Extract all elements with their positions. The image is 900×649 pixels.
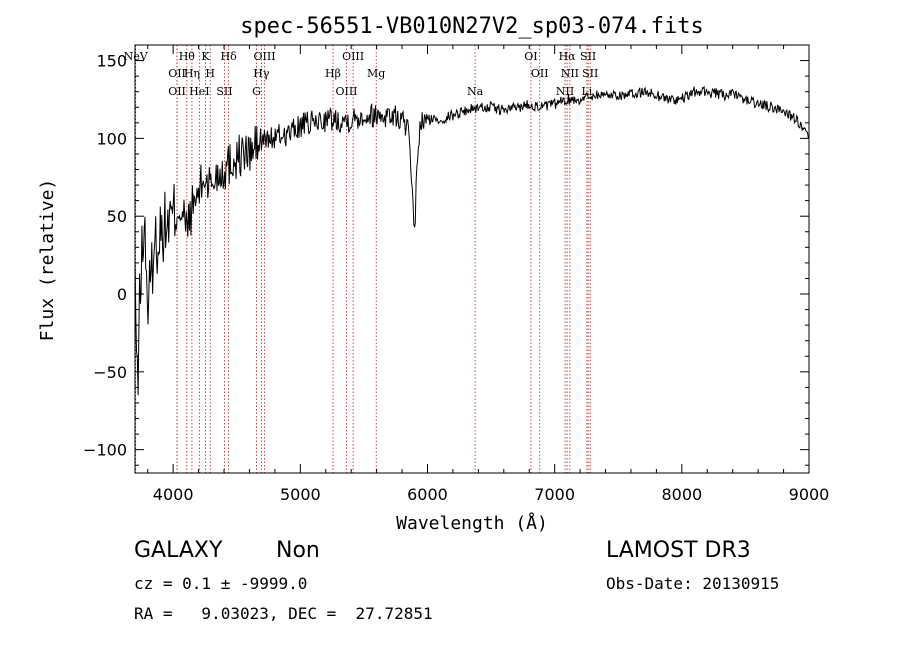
line-marker-label: SII — [216, 85, 232, 98]
y-axis-ticks: −100 −50 0 50 100 150 — [83, 44, 809, 466]
object-class: GALAXY — [134, 538, 223, 563]
x-tick-label: 9000 — [789, 485, 830, 504]
line-marker-label: Hδ — [221, 50, 238, 63]
line-marker-label: OI — [524, 50, 537, 63]
y-tick-label: 100 — [96, 129, 127, 148]
y-tick-label: 50 — [107, 207, 127, 226]
object-subclass: Non — [276, 538, 320, 563]
line-marker-label: NII — [561, 67, 579, 80]
line-marker-label: SII — [582, 67, 598, 80]
x-axis-ticks: 4000 5000 6000 7000 8000 9000 — [147, 45, 830, 504]
line-marker-label: Hα — [559, 50, 577, 63]
line-marker-label: Hβ — [325, 67, 341, 80]
obs-date-line: Obs-Date: 20130915 — [606, 574, 780, 593]
spectrum-chart: spec-56551-VB010N27V2_sp03-074.fits NeV O… — [37, 14, 830, 534]
redshift-line: cz = 0.1 ± -9999.0 — [134, 574, 308, 593]
x-tick-label: 5000 — [280, 485, 321, 504]
line-marker-label: OIII — [254, 50, 276, 63]
x-tick-label: 8000 — [661, 485, 702, 504]
x-tick-label: 7000 — [534, 485, 575, 504]
chart-title: spec-56551-VB010N27V2_sp03-074.fits — [240, 14, 704, 39]
y-tick-label: 150 — [96, 52, 127, 71]
x-tick-label: 6000 — [407, 485, 448, 504]
y-tick-label: 0 — [117, 285, 127, 304]
plot-frame — [134, 44, 810, 474]
y-tick-label: −100 — [83, 441, 127, 460]
line-marker-label: OII — [531, 67, 549, 80]
line-marker-label: Hγ — [253, 67, 270, 80]
line-marker-label: OIII — [335, 85, 357, 98]
line-marker-label: Hθ — [179, 50, 196, 63]
line-marker-label: Mg — [367, 67, 385, 80]
line-marker-label: Hη — [184, 67, 200, 80]
line-marker-label: K — [201, 50, 210, 63]
y-tick-label: −50 — [93, 363, 127, 382]
line-marker-label: SII — [580, 50, 596, 63]
emission-line-labels: NeVOIIOIIHθHηHeIKHSIIHδHγGOIIIHβOIIIOIII… — [124, 50, 599, 98]
coords-line: RA = 9.03023, DEC = 27.72851 — [134, 604, 433, 623]
y-axis-label: Flux (relative) — [37, 179, 58, 342]
line-marker-label: HeI — [189, 85, 209, 98]
line-marker-label: Na — [467, 85, 484, 98]
line-marker-label: NII — [556, 85, 574, 98]
line-marker-label: Li — [581, 85, 592, 98]
x-tick-label: 4000 — [153, 485, 194, 504]
line-marker-label: H — [205, 67, 215, 80]
line-marker-label: OII — [168, 67, 186, 80]
flux-series-line — [134, 85, 810, 396]
line-marker-label: NeV — [124, 50, 149, 63]
line-marker-label: G — [252, 85, 261, 98]
survey-name: LAMOST DR3 — [606, 538, 751, 563]
line-marker-label: OIII — [342, 50, 364, 63]
line-marker-label: OII — [168, 85, 186, 98]
x-axis-label: Wavelength (Å) — [396, 512, 548, 534]
